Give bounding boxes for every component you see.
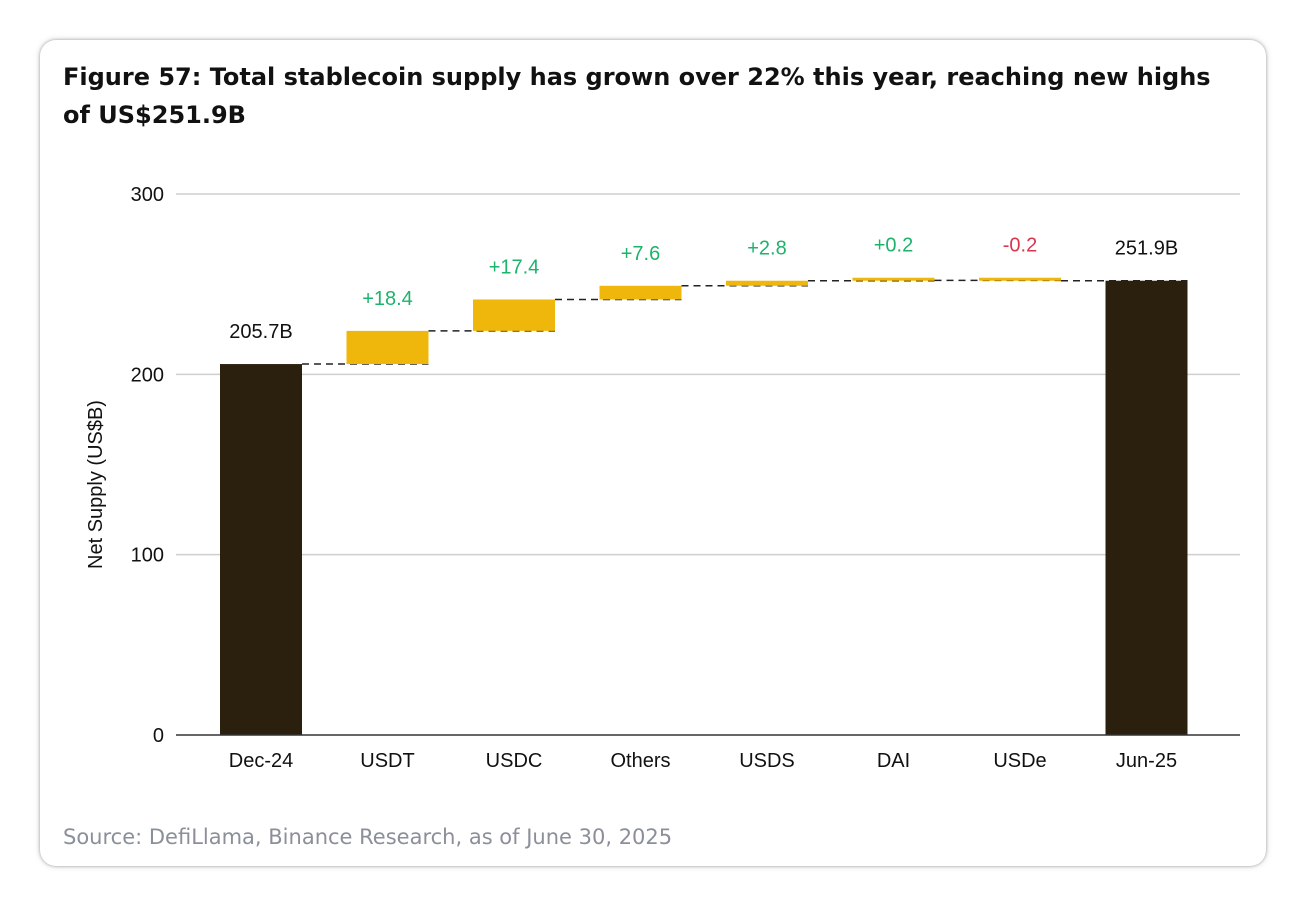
data-label-dec-24: 205.7B bbox=[229, 321, 292, 343]
y-tick-label: 0 bbox=[153, 725, 164, 747]
y-axis-title: Net Supply (US$B) bbox=[85, 400, 107, 569]
gridlines bbox=[176, 193, 1240, 556]
chart-title: Figure 57: Total stablecoin supply has g… bbox=[63, 63, 1211, 129]
bar-dec-24 bbox=[220, 364, 302, 735]
chart-card: Figure 57: Total stablecoin supply has g… bbox=[40, 40, 1266, 866]
bar-others bbox=[599, 285, 682, 300]
x-tick-label: Others bbox=[610, 750, 670, 772]
bar-usde bbox=[979, 277, 1061, 281]
bar-usdc bbox=[473, 299, 555, 331]
x-tick-label: Jun-25 bbox=[1116, 750, 1177, 772]
bar-dai bbox=[852, 277, 935, 281]
axes: 0 100 200 300 Net Supply (US$B) Dec-24 USDT USD… bbox=[85, 184, 1240, 772]
y-tick-label: 100 bbox=[131, 545, 164, 567]
bar-jun-25 bbox=[1105, 280, 1188, 735]
data-label-usdc: +17.4 bbox=[489, 256, 540, 278]
x-tick-label: USDe bbox=[993, 750, 1046, 772]
y-tick-label: 300 bbox=[131, 184, 164, 206]
x-tick-label: Dec-24 bbox=[229, 750, 293, 772]
data-label-usds: +2.8 bbox=[747, 238, 786, 260]
bars bbox=[220, 277, 1188, 735]
bar-usdt bbox=[346, 330, 429, 365]
connector-lines bbox=[302, 279, 1188, 365]
data-label-jun-25: 251.9B bbox=[1115, 238, 1178, 260]
data-label-others: +7.6 bbox=[621, 243, 660, 265]
x-tick-label: USDT bbox=[360, 750, 414, 772]
data-label-usde: -0.2 bbox=[1003, 235, 1037, 257]
waterfall-chart: 205.7B +18.4 +17.4 +7.6 +2.8 +0.2 -0.2 251.9B 0… bbox=[85, 184, 1240, 772]
data-label-usdt: +18.4 bbox=[362, 288, 413, 310]
source-note: Source: DefiLlama, Binance Research, as … bbox=[63, 825, 673, 849]
x-tick-label: USDC bbox=[486, 750, 543, 772]
x-tick-label: DAI bbox=[877, 750, 910, 772]
data-labels: 205.7B +18.4 +17.4 +7.6 +2.8 +0.2 -0.2 251.9B bbox=[229, 235, 1178, 343]
data-label-dai: +0.2 bbox=[874, 235, 913, 257]
y-tick-label: 200 bbox=[131, 364, 164, 386]
x-tick-label: USDS bbox=[739, 750, 795, 772]
bar-usds bbox=[726, 280, 808, 286]
